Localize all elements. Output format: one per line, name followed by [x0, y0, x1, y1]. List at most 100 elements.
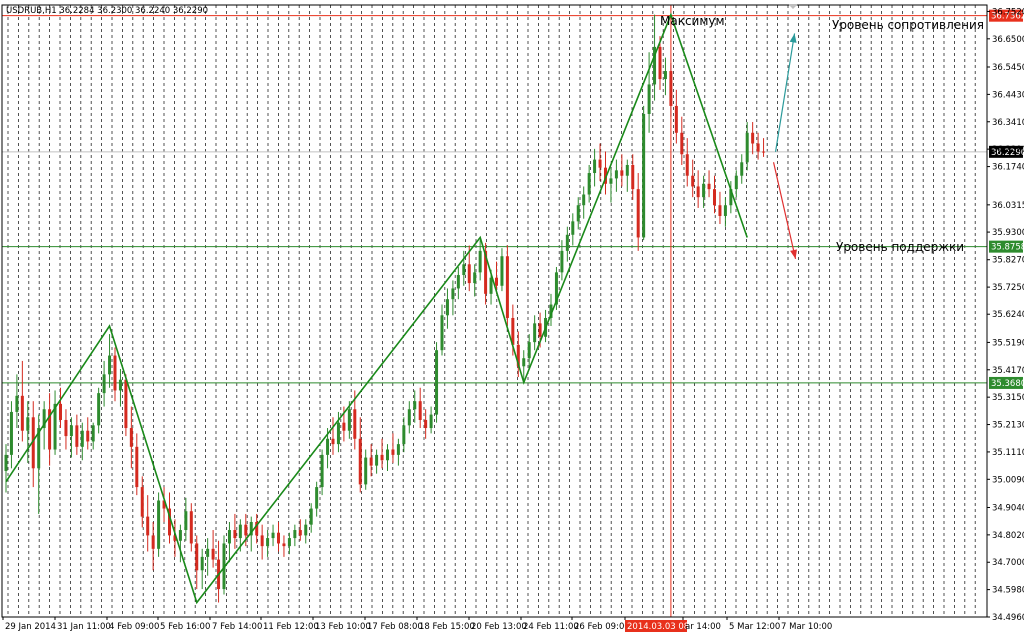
candle-body: [658, 46, 662, 80]
candle-body: [59, 403, 62, 420]
y-tick-label: 36.3410: [992, 118, 1024, 128]
candle-body: [108, 355, 112, 375]
candle-body: [146, 516, 150, 536]
candle-body: [48, 409, 52, 450]
candle-body: [375, 454, 379, 466]
x-tick-label: 18 Feb 15:00: [419, 622, 475, 632]
x-tick-label: 17 Feb 08:00: [367, 622, 423, 632]
arrow-up-head: [789, 33, 797, 43]
candle-body: [691, 175, 695, 187]
candle-body: [587, 173, 591, 195]
candle-body: [407, 409, 411, 426]
candle-body: [391, 449, 395, 455]
candle-body: [642, 113, 646, 238]
candle-body: [723, 205, 727, 216]
candle-body: [571, 221, 575, 235]
candle-body: [462, 264, 466, 276]
level-badge-label: 35.3680: [991, 379, 1024, 389]
candle-body: [309, 508, 313, 525]
arrow-up-shaft: [774, 33, 796, 152]
candle-body: [178, 530, 182, 541]
candle-body: [614, 170, 618, 179]
candle-body: [511, 317, 515, 345]
candle-body: [200, 556, 204, 571]
forecast-arrows-layer: [772, 33, 797, 260]
x-tick-label: 20 Feb 13:00: [471, 622, 527, 632]
candle-body: [4, 454, 8, 471]
candle-body: [680, 132, 684, 155]
candle-body: [124, 379, 128, 429]
y-tick-label: 36.0315: [992, 201, 1024, 211]
x-highlight-badge: [625, 620, 687, 632]
level-badge-support: [989, 376, 1023, 389]
candle-body: [707, 183, 711, 190]
y-tick-label: 35.2130: [992, 421, 1024, 431]
candle-body: [189, 511, 193, 544]
candle-body: [91, 425, 95, 442]
candle-body: [516, 344, 520, 367]
annotation-resistance: Уровень сопротивления: [832, 18, 984, 32]
candle-body: [554, 272, 558, 305]
x-tick-label: 11 Feb 12:00: [263, 622, 319, 632]
x-tick-label-highlighted: 2014.03.03 08:00: [627, 622, 703, 632]
candle-body: [168, 508, 171, 536]
candle-body: [653, 46, 657, 85]
axes-layer: 36.7520 36.6500 36.5450 36.4430 36.3410 36.23…: [1, 4, 1024, 632]
candle-body: [129, 428, 133, 447]
current-price-badge: [989, 145, 1023, 158]
candle-body: [380, 454, 384, 461]
y-tick-label: 36.4430: [992, 90, 1024, 100]
y-tick-label: 36.7520: [992, 7, 1024, 17]
scroll-marker-icon: [788, 4, 798, 9]
candle-body: [424, 419, 428, 429]
candle-body: [533, 323, 537, 343]
annotation-support: Уровень поддержки: [836, 240, 964, 254]
candle-body: [97, 393, 101, 426]
candle-body: [440, 315, 444, 351]
candle-body: [549, 304, 553, 318]
candle-body: [353, 409, 357, 439]
candle-body: [113, 355, 117, 391]
y-tick-label: 34.7000: [992, 558, 1024, 568]
candle-body: [756, 143, 760, 152]
current-price-label: 36.2290: [991, 148, 1024, 158]
candle-body: [560, 250, 564, 273]
candle-body: [674, 105, 678, 133]
zigzag-layer: [5, 12, 748, 605]
candle-body: [467, 264, 471, 284]
x-tick-label: 24 Feb 11:00: [523, 622, 579, 632]
annotation-maximum: Максимум: [660, 14, 725, 28]
candle-body: [478, 250, 482, 273]
candle-body: [718, 205, 722, 216]
y-tick-label: 35.4170: [992, 366, 1024, 376]
candle-body: [647, 84, 651, 114]
x-tick-label: 26 Feb 09:00: [574, 622, 630, 632]
level-badge-support: [989, 240, 1023, 253]
y-tick-label: 34.8020: [992, 531, 1024, 541]
candle-body: [347, 409, 351, 431]
y-tick-label: 35.9300: [992, 228, 1024, 238]
candle-body: [451, 288, 455, 300]
candles-layer: [4, 14, 766, 603]
annotations-layer: USDRUB,H1 36.2284 36.2300 36.2240 36.229…: [6, 6, 984, 254]
candle-body: [505, 256, 509, 318]
candle-body: [734, 175, 738, 190]
candle-body: [696, 186, 700, 198]
candle-body: [20, 395, 24, 431]
candle-body: [298, 530, 302, 536]
candle-body: [266, 538, 270, 547]
x-tick-label: 5 Mar 12:00: [729, 622, 780, 632]
candle-body: [293, 530, 297, 539]
candle-body: [456, 275, 460, 289]
y-tick-label: 36.6500: [992, 35, 1024, 45]
candle-body: [702, 183, 706, 198]
level-badge-label: 35.8758: [991, 243, 1024, 253]
candle-body: [538, 323, 542, 337]
x-tick-label: 13 Feb 10:00: [315, 622, 371, 632]
candle-body: [473, 272, 477, 284]
y-tick-label: 36.5450: [992, 63, 1024, 73]
candle-body: [484, 250, 488, 294]
candle-body: [206, 548, 210, 557]
candle-body: [402, 425, 406, 445]
symbol-info: USDRUB,H1 36.2284 36.2300 36.2240 36.229…: [6, 6, 208, 16]
